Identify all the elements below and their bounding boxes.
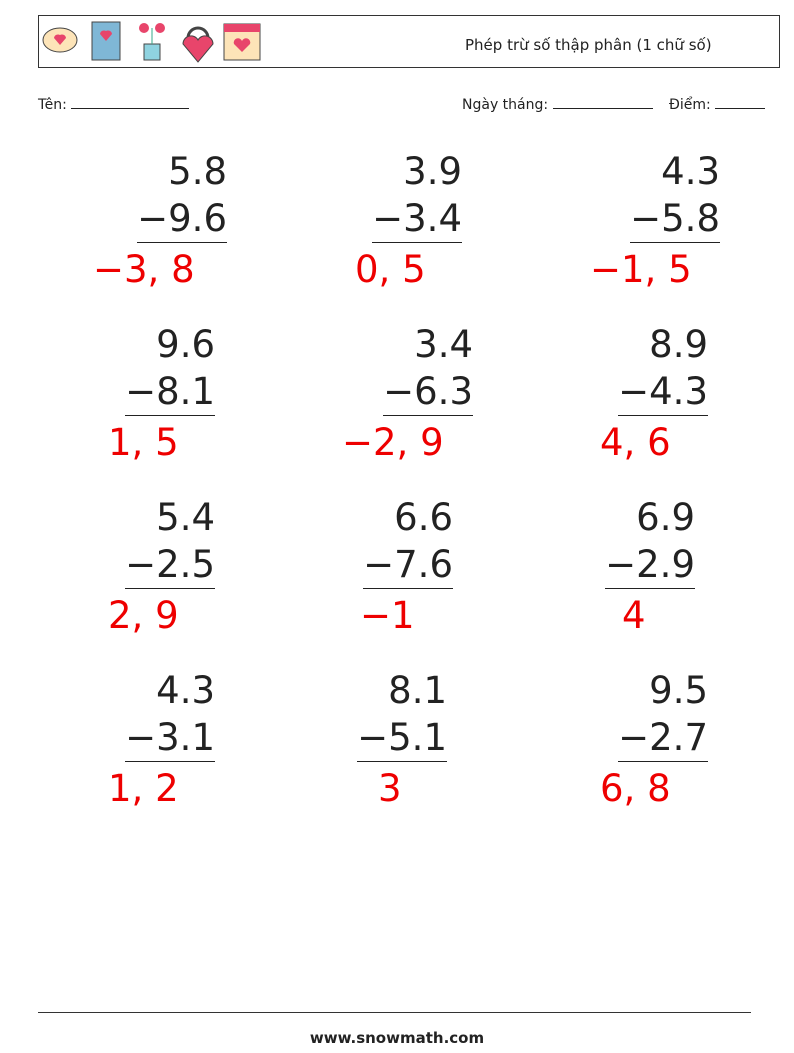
answer: −3, 8 [93, 248, 195, 291]
subtrahend: −2.7 [618, 715, 708, 762]
answer: 4 [622, 594, 646, 637]
minuend: 8.9 [649, 323, 708, 366]
answer: 1, 5 [108, 421, 179, 464]
answer: 1, 2 [108, 767, 179, 810]
subtrahend: −4.3 [618, 369, 708, 416]
title: Phép trừ số thập phân (1 chữ số) [465, 36, 712, 54]
footer-site: www.snowmath.com [309, 1029, 485, 1047]
minuend: 4.3 [661, 150, 720, 193]
subtrahend: −6.3 [383, 369, 473, 416]
minuend: 3.4 [414, 323, 473, 366]
footer-line [38, 1012, 751, 1013]
answer: 2, 9 [108, 594, 179, 637]
minuend: 5.4 [156, 496, 215, 539]
minuend: 6.9 [636, 496, 695, 539]
header-icons [42, 21, 261, 63]
date-label: Ngày tháng: [462, 97, 549, 113]
subtrahend: −3.4 [372, 196, 462, 243]
subtrahend: −2.9 [605, 542, 695, 589]
answer: 4, 6 [600, 421, 671, 464]
minuend: 4.3 [156, 669, 215, 712]
subtrahend: −5.8 [630, 196, 720, 243]
minuend: 6.6 [394, 496, 453, 539]
subtrahend: −8.1 [125, 369, 215, 416]
answer: −1, 5 [590, 248, 692, 291]
subtrahend: −7.6 [363, 542, 453, 589]
subtrahend: −3.1 [125, 715, 215, 762]
minuend: 9.6 [156, 323, 215, 366]
minuend: 3.9 [403, 150, 462, 193]
score-label: Điểm: [669, 97, 711, 113]
answer: −1 [360, 594, 415, 637]
minuend: 5.8 [168, 150, 227, 193]
minuend: 9.5 [649, 669, 708, 712]
answer: 0, 5 [355, 248, 426, 291]
minuend: 8.1 [388, 669, 447, 712]
name-label: Tên: [38, 97, 67, 113]
subtrahend: −2.5 [125, 542, 215, 589]
subtrahend: −9.6 [137, 196, 227, 243]
answer: −2, 9 [342, 421, 444, 464]
answer: 3 [378, 767, 402, 810]
header-box [38, 15, 780, 68]
subtrahend: −5.1 [357, 715, 447, 762]
answer: 6, 8 [600, 767, 671, 810]
